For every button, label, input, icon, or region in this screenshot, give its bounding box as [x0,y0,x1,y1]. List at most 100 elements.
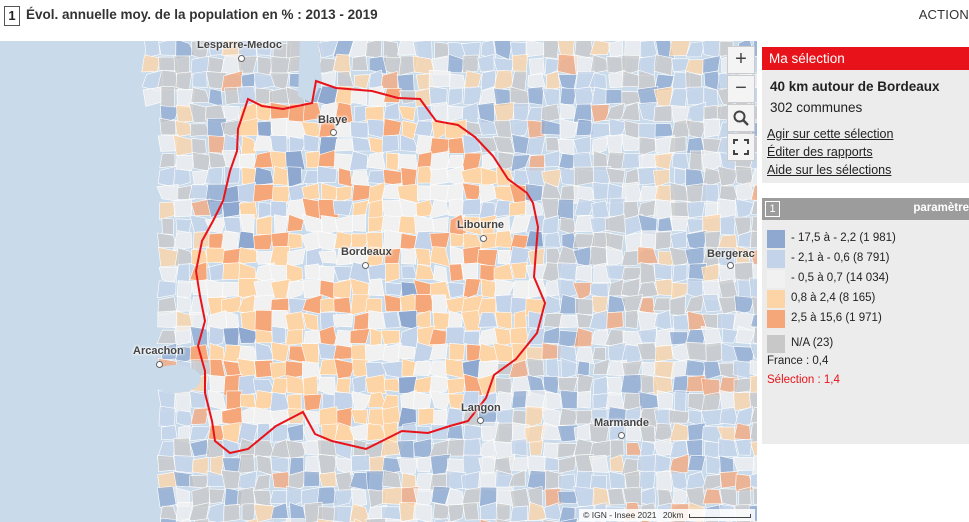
commune-selected [338,167,353,188]
commune [593,375,608,396]
commune-selected [414,248,432,266]
commune [495,377,512,394]
commune [722,328,739,344]
commune [750,407,757,424]
commune-selected [285,150,306,171]
commune [317,518,336,522]
commune [189,390,207,409]
commune [750,184,757,201]
commune-selected [368,199,383,219]
zoom-out-button[interactable]: − [727,75,755,103]
commune [749,360,757,376]
commune [653,105,673,122]
commune-selected [335,214,354,233]
link-edit-reports[interactable]: Éditer des rapports [767,145,873,159]
commune [670,215,690,232]
commune [173,168,191,188]
selection-title: 40 km autour de Bordeaux [770,79,940,94]
commune [669,422,689,442]
commune [588,72,607,90]
commune [702,488,723,505]
commune [701,474,721,493]
commune [157,455,176,472]
commune-selected [383,378,402,393]
link-selection-help[interactable]: Aide sur les sélections [767,163,892,177]
choropleth-map[interactable]: Lesparre-Medoc Blaye Libourne Bordeaux B… [0,41,757,522]
commune [637,123,657,140]
commune [671,282,690,300]
commune-selected [302,375,318,396]
commune [608,70,625,88]
estuary-area [298,41,322,103]
commune [733,216,752,237]
commune [463,423,483,441]
commune [241,72,256,88]
commune-selected [222,262,242,280]
place-label-arcachon: Arcachon [133,345,184,357]
commune [477,117,499,136]
commune [609,439,625,460]
legend-class-label: 0,8 à 2,4 (8 165) [791,292,876,304]
commune-selected [351,374,367,394]
place-label-lesparre: Lesparre-Medoc [197,41,282,51]
commune-selected [397,345,416,360]
place-dot-arcachon [156,361,163,368]
commune [751,296,757,316]
search-button[interactable] [727,104,755,132]
commune [399,502,416,522]
legend-class-label: N/A (23) [791,337,834,349]
zoom-in-button[interactable]: + [727,46,755,74]
place-label-marmande: Marmande [594,417,650,429]
commune-selected [289,136,308,154]
commune [525,41,545,58]
commune [253,490,272,507]
commune [237,453,256,474]
commune [144,41,161,58]
commune [462,54,479,74]
commune-selected [397,154,418,170]
commune-selected [223,216,242,234]
commune [606,311,624,330]
commune [543,41,560,59]
legend-class-label: 2,5 à 15,6 (1 971) [791,312,882,324]
commune-selected [333,278,352,300]
commune-selected [401,358,416,377]
commune [525,406,544,429]
fullscreen-button[interactable] [727,133,755,161]
map-canvas[interactable] [0,41,757,522]
commune [175,71,193,91]
commune [701,293,722,313]
commune [716,426,736,442]
commune [365,517,387,522]
commune [332,41,354,58]
commune-selected [319,358,340,376]
commune [749,343,757,360]
commune-selected [351,184,372,202]
commune-selected [477,249,498,267]
commune [636,281,659,299]
actions-menu[interactable]: ACTION [918,7,969,22]
commune [684,359,707,377]
link-act-on-selection[interactable]: Agir sur cette sélection [767,127,894,141]
commune-selected [401,247,417,265]
commune [749,277,757,299]
legend-param-label[interactable]: paramètre [913,202,969,214]
commune [193,518,210,522]
legend-swatch [767,335,785,353]
commune [668,136,687,153]
commune-selected [448,263,464,282]
commune [271,471,291,489]
commune-selected [271,326,286,346]
commune [669,246,691,267]
commune [737,230,755,248]
commune [734,295,755,315]
commune [684,294,705,313]
commune [223,504,241,522]
commune-selected [332,344,354,361]
commune-selected [237,182,256,204]
commune [620,101,641,122]
commune-selected [254,309,274,332]
commune [719,214,737,236]
commune-selected [447,282,465,299]
commune [620,133,643,151]
